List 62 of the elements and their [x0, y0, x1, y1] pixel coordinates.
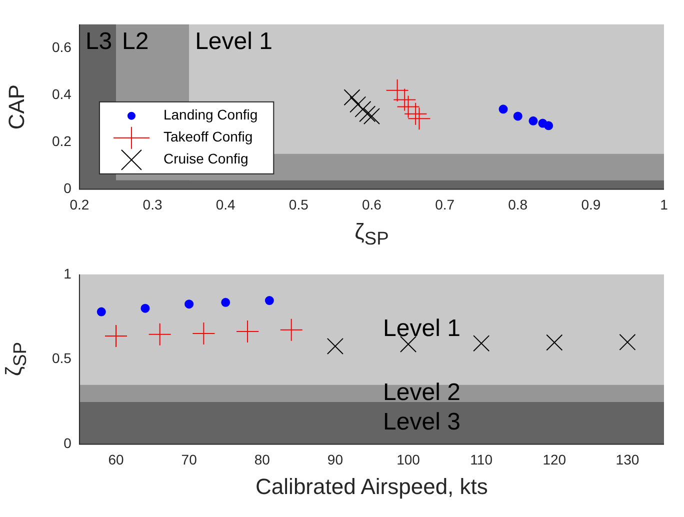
y-tick-label: 0.4 [52, 86, 72, 102]
band-label: Level 1 [383, 315, 460, 342]
x-tick-label: 1 [660, 196, 668, 212]
legend-label: Cruise Config [163, 150, 248, 167]
x-tick-label: 90 [327, 451, 344, 468]
x-axis-title: ζ$_{SP}$ [354, 219, 389, 251]
band-label: Level 1 [195, 28, 272, 56]
band-label: Level 2 [383, 378, 460, 406]
point [386, 78, 409, 102]
x-tick-label: 0.3 [142, 196, 162, 212]
point [140, 304, 150, 313]
point [359, 106, 376, 122]
point [280, 318, 303, 342]
x-tick-label: 0.5 [288, 196, 309, 212]
point [236, 320, 260, 343]
point [393, 88, 416, 112]
point [404, 102, 428, 126]
x-tick-label: 60 [108, 451, 124, 468]
y-tick-label: 0 [64, 435, 72, 452]
point [184, 300, 194, 309]
point [96, 307, 106, 316]
point [148, 322, 172, 346]
point [192, 322, 216, 345]
x-tick-label: 0.4 [216, 196, 236, 212]
x-tick-label: 120 [542, 451, 566, 468]
x-tick-label: 80 [254, 451, 270, 468]
x-tick-label: 0.9 [581, 196, 601, 212]
point [544, 121, 554, 130]
point [344, 89, 360, 106]
point [546, 334, 563, 351]
y-tick-label: 0.6 [52, 38, 72, 55]
band-label: L3 [85, 28, 112, 56]
y-tick-label: 0.5 [52, 350, 72, 366]
x-tick-label: 0.8 [508, 196, 528, 212]
y-tick-label: 0.2 [52, 132, 72, 149]
point [473, 335, 490, 352]
point [264, 296, 274, 306]
point [354, 100, 372, 118]
legend-label: Takeoff Config [163, 128, 253, 145]
x-tick-label: 0.6 [362, 196, 382, 212]
point [528, 116, 538, 126]
point [326, 338, 344, 355]
point [619, 334, 636, 350]
point [104, 324, 128, 348]
x-tick-label: 110 [470, 451, 493, 468]
x-tick-label: 100 [396, 451, 420, 468]
point [513, 112, 522, 121]
point [498, 104, 508, 114]
point [350, 96, 366, 113]
legend-label: Landing Config [163, 106, 258, 123]
point [221, 298, 230, 307]
x-tick-label: 70 [181, 451, 198, 468]
y-tick-label: 1 [64, 265, 72, 282]
band-label: L2 [122, 28, 149, 56]
y-tick-label: 0 [64, 180, 72, 196]
point [363, 108, 380, 124]
x-axis-title: Calibrated Airspeed, kts [256, 474, 488, 500]
point [400, 336, 417, 352]
x-tick-label: 130 [616, 451, 640, 468]
x-tick-label: 0.7 [435, 196, 455, 212]
y-axis-title: CAP [4, 84, 30, 130]
band-label: Level 3 [383, 408, 460, 436]
